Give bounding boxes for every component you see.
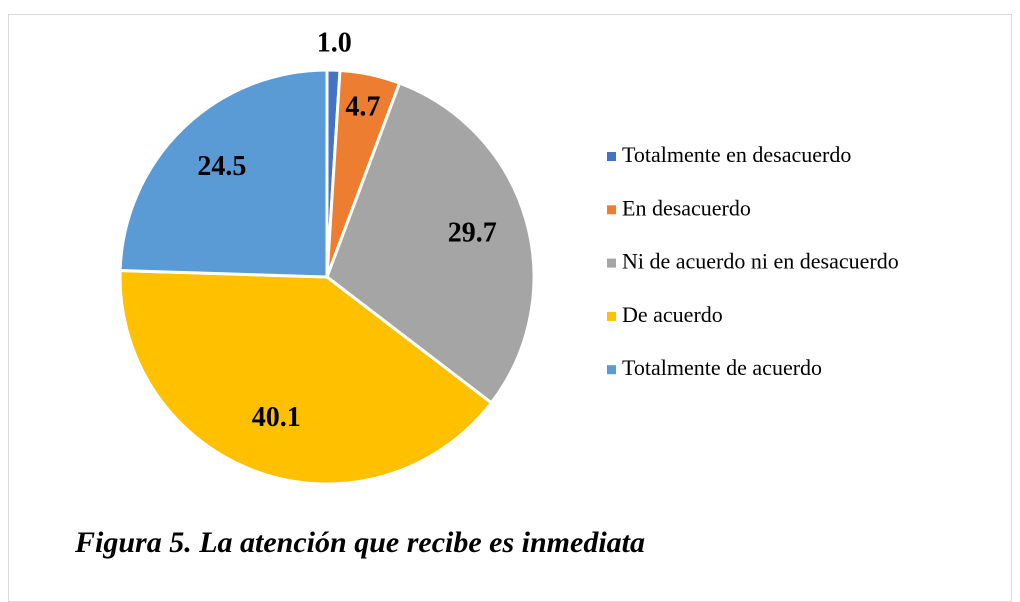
- data-label: 29.7: [448, 218, 497, 249]
- pie-slice: [325, 81, 536, 405]
- legend-label: De acuerdo: [622, 302, 723, 327]
- pie-slice: [118, 268, 494, 486]
- legend-label: Totalmente en desacuerdo: [622, 142, 851, 167]
- legend-label: En desacuerdo: [622, 195, 751, 220]
- data-label: 4.7: [345, 91, 380, 122]
- data-label: 1.0: [317, 28, 352, 59]
- caption: Figura 5. La atención que recibe es inme…: [74, 526, 645, 559]
- legend-swatch: [607, 258, 616, 268]
- data-label: 40.1: [252, 402, 301, 433]
- pie-slice: [118, 68, 329, 279]
- legend-label: Ni de acuerdo ni en desacuerdo: [622, 249, 899, 274]
- data-label: 24.5: [197, 151, 246, 182]
- legend-swatch: [607, 365, 616, 375]
- legend-swatch: [607, 205, 616, 215]
- legend-swatch: [607, 152, 616, 161]
- legend-swatch: [607, 311, 616, 321]
- legend-label: Totalmente de acuerdo: [622, 355, 822, 380]
